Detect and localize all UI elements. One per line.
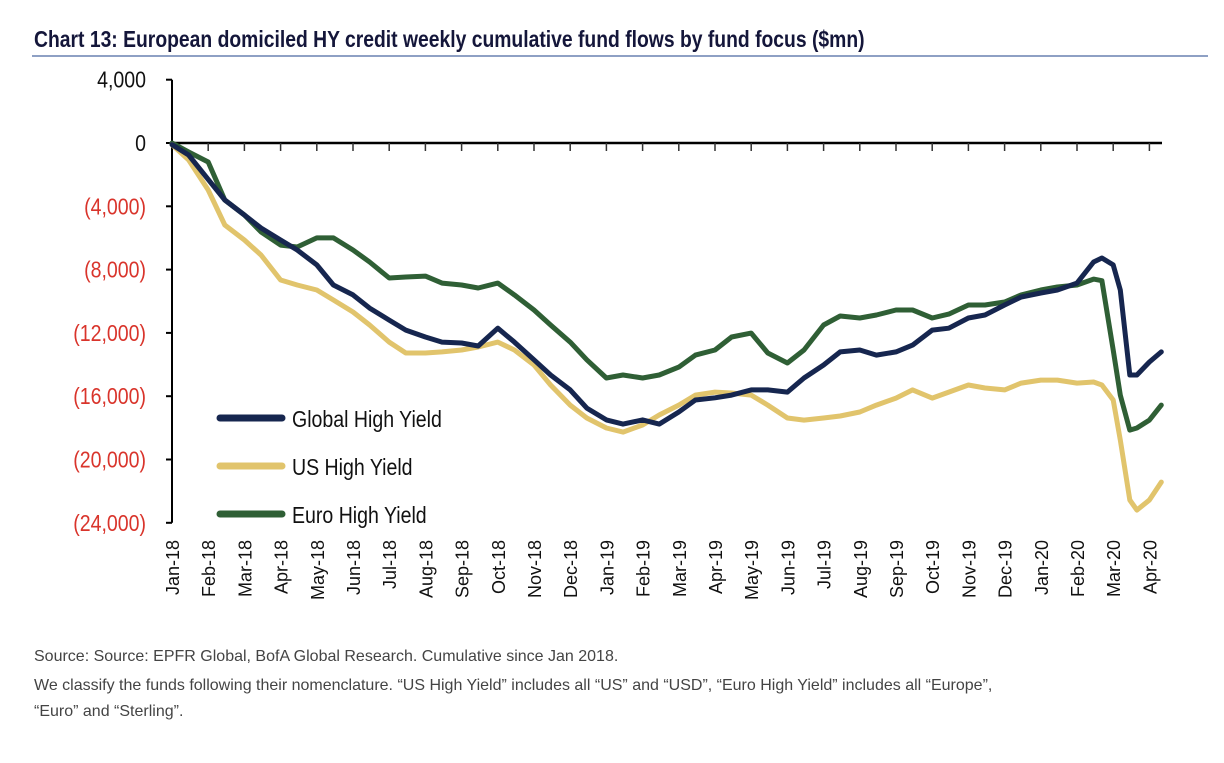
series-lines: [169, 140, 1164, 513]
x-tick-label: Jun-18: [344, 540, 364, 595]
y-tick-label: (4,000): [84, 194, 146, 220]
x-tick-label: Oct-19: [923, 540, 943, 594]
classification-note-continued: “Euro” and “Sterling”.: [34, 703, 184, 720]
legend: Global High Yield US High Yield Euro High …: [216, 407, 442, 529]
x-tick-label: Nov-19: [959, 540, 979, 598]
legend-label: Euro High Yield: [292, 503, 427, 529]
x-tick-label: Feb-18: [199, 540, 219, 597]
x-tick-label: Apr-20: [1140, 540, 1160, 594]
x-tick-label: May-19: [742, 540, 762, 600]
x-tick-label: Aug-18: [416, 540, 436, 598]
axes: 4,000 0 (4,000) (8,000) (12,000) (16,000) (20,…: [73, 67, 1162, 600]
x-tick-label: Feb-19: [634, 540, 654, 597]
x-tick-label: Sep-18: [453, 540, 473, 598]
y-tick-label: (12,000): [73, 320, 146, 346]
x-tick-label: Dec-18: [561, 540, 581, 598]
classification-note: We classify the funds following their no…: [34, 677, 993, 694]
x-tick-label: Jul-18: [380, 540, 400, 589]
x-tick-label: Mar-20: [1104, 540, 1124, 597]
x-tick-label: Jul-19: [815, 540, 835, 589]
x-tick-label: Dec-19: [996, 540, 1016, 598]
y-tick-label: (8,000): [84, 257, 146, 283]
legend-label: Global High Yield: [292, 407, 442, 433]
series-line-euro-high-yield: [169, 140, 1164, 433]
x-tick-label: Apr-19: [706, 540, 726, 594]
y-tick-label: (24,000): [73, 510, 146, 536]
source-note: Source: Source: EPFR Global, BofA Global…: [34, 648, 619, 665]
x-tick-label: Jan-20: [1032, 540, 1052, 595]
y-tick-label: (16,000): [73, 384, 146, 410]
title-divider: [32, 55, 1208, 57]
y-tick-label: 0: [135, 131, 146, 157]
x-tick-label: Jan-19: [597, 540, 617, 595]
x-tick-label: Sep-19: [887, 540, 907, 598]
x-tick-label: Aug-19: [851, 540, 871, 598]
series-line-global-high-yield: [169, 142, 1164, 427]
x-tick-label: Oct-18: [489, 540, 509, 594]
y-tick-label: 4,000: [97, 67, 146, 93]
x-tick-label: Jun-19: [778, 540, 798, 595]
chart-title: Chart 13: European domiciled HY credit w…: [34, 26, 865, 52]
x-tick-label: Apr-18: [272, 540, 292, 594]
y-tick-label: (20,000): [73, 447, 146, 473]
series-line-us-high-yield: [169, 142, 1164, 513]
x-tick-label: Jan-18: [163, 540, 183, 595]
x-tick-label: May-18: [308, 540, 328, 600]
x-tick-label: Mar-19: [670, 540, 690, 597]
legend-label: US High Yield: [292, 455, 413, 481]
x-tick-label: Nov-18: [525, 540, 545, 598]
x-tick-label: Feb-20: [1068, 540, 1088, 597]
x-tick-label: Mar-18: [235, 540, 255, 597]
